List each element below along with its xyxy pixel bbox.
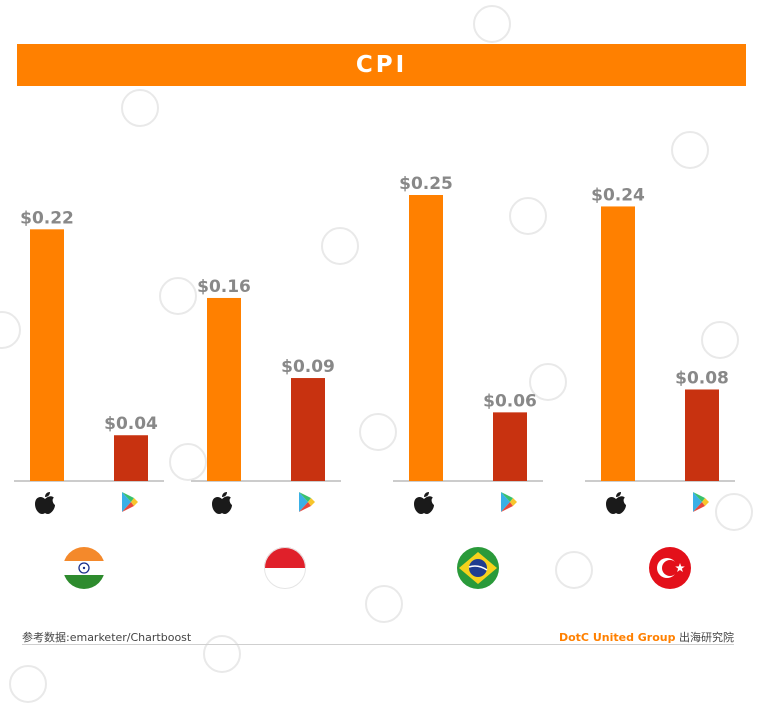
bar-brazil-apple-ios bbox=[409, 195, 443, 481]
india-flag-icon bbox=[63, 547, 105, 589]
google-play-icon-brazil bbox=[501, 492, 517, 512]
bar-turkey-google-play bbox=[685, 389, 719, 481]
bar-indonesia-google-play bbox=[291, 378, 325, 481]
brand-suffix: 出海研究院 bbox=[675, 631, 734, 644]
data-label-turkey-google-play: $0.08 bbox=[675, 368, 729, 388]
data-label-india-google-play: $0.04 bbox=[104, 414, 158, 434]
data-label-india-apple-ios: $0.22 bbox=[20, 208, 74, 228]
brazil-flag-icon bbox=[457, 547, 499, 589]
bar-turkey-apple-ios bbox=[601, 206, 635, 481]
google-play-icon-indonesia bbox=[299, 492, 315, 512]
apple-logo-icon-indonesia bbox=[212, 492, 232, 514]
data-label-indonesia-google-play: $0.09 bbox=[281, 357, 335, 377]
brand-name: DotC United Group bbox=[558, 631, 676, 644]
source-note: 参考数据:emarketer/Chartboost bbox=[22, 631, 192, 644]
cpi-bar-chart: $0.22 $0.16 $0.25 $0.24 $0.04 $0.09 $0.06 $0.08 bbox=[14, 174, 735, 589]
data-label-indonesia-apple-ios: $0.16 bbox=[197, 277, 251, 297]
bar-indonesia-apple-ios bbox=[207, 297, 241, 481]
bar-brazil-google-play bbox=[493, 412, 527, 481]
google-play-icon-india bbox=[122, 492, 138, 512]
chart-title: CPI bbox=[355, 52, 408, 78]
apple-logo-icon-brazil bbox=[414, 492, 434, 514]
turkey-flag-icon bbox=[649, 547, 691, 589]
google-play-icon-turkey bbox=[693, 492, 709, 512]
chart-title-bar: CPI bbox=[17, 44, 746, 86]
bar-india-google-play bbox=[114, 435, 148, 481]
apple-logo-icon-india bbox=[35, 492, 55, 514]
data-label-turkey-apple-ios: $0.24 bbox=[591, 185, 645, 205]
data-label-brazil-google-play: $0.06 bbox=[483, 391, 537, 411]
footer-divider bbox=[22, 644, 734, 645]
indonesia-flag-icon bbox=[264, 547, 306, 589]
data-label-brazil-apple-ios: $0.25 bbox=[399, 174, 453, 194]
bar-india-apple-ios bbox=[30, 229, 64, 481]
apple-logo-icon-turkey bbox=[606, 492, 626, 514]
credit-note: DotC United Group 出海研究院 bbox=[559, 629, 734, 645]
